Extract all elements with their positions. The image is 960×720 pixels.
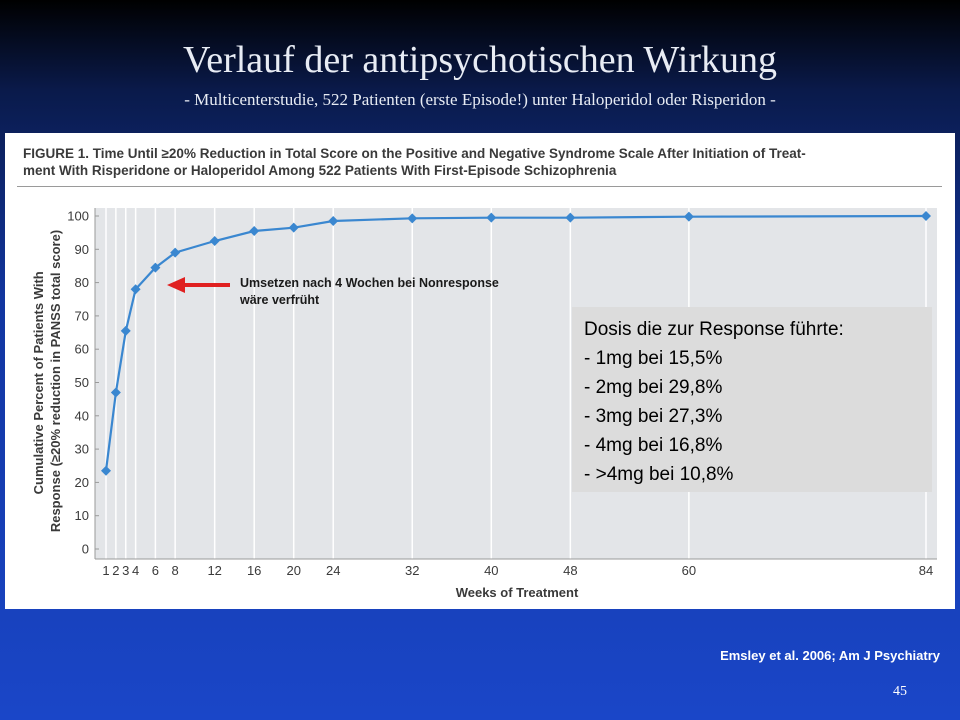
data-point-marker (110, 387, 121, 398)
data-point-marker (565, 212, 576, 223)
y-axis-label-line1: Cumulative Percent of Patients With (31, 271, 46, 494)
y-tick-label: 70 (75, 308, 89, 323)
data-point-marker (120, 325, 131, 336)
y-tick-label: 20 (75, 475, 89, 490)
slide-title: Verlauf der antipsychotischen Wirkung (183, 39, 777, 81)
y-axis-label-line2: Response (≥20% reduction in PANSS total … (48, 230, 63, 532)
x-tick-label: 3 (122, 563, 129, 578)
y-tick-label: 50 (75, 375, 89, 390)
y-tick-label: 10 (75, 508, 89, 523)
x-tick-label: 6 (152, 563, 159, 578)
data-point-marker (170, 247, 181, 258)
x-tick-label: 60 (682, 563, 696, 578)
red-arrow (167, 277, 230, 293)
dose-box-heading: Dosis die zur Response führte: (584, 319, 844, 340)
figure-caption-line2: ment With Risperidone or Haloperidol Amo… (23, 163, 617, 178)
x-tick-label: 16 (247, 563, 261, 578)
data-point-marker (288, 222, 299, 233)
x-tick-label: 20 (286, 563, 300, 578)
dose-response-box: Dosis die zur Response führte: - 1mg bei… (572, 307, 932, 492)
dose-item-2mg: - 2mg bei 29,8% (584, 377, 723, 398)
x-tick-label: 40 (484, 563, 498, 578)
annotation-line1: Umsetzen nach 4 Wochen bei Nonresponse (240, 276, 499, 290)
y-tick-label: 40 (75, 408, 89, 423)
dose-item-over4mg: - >4mg bei 10,8% (584, 464, 734, 485)
slide-subtitle: - Multicenterstudie, 522 Patienten (erst… (184, 90, 776, 109)
x-tick-label: 24 (326, 563, 340, 578)
y-tick-label: 60 (75, 342, 89, 357)
data-point-marker (328, 215, 339, 226)
dose-item-3mg: - 3mg bei 27,3% (584, 406, 723, 427)
annotation-line2: wäre verfrüht (240, 293, 320, 307)
data-point-marker (130, 284, 141, 295)
x-tick-label: 32 (405, 563, 419, 578)
data-point-marker (150, 262, 161, 273)
y-tick-label: 30 (75, 442, 89, 457)
figure-panel: FIGURE 1. Time Until ≥20% Reduction in T… (5, 133, 955, 609)
x-tick-label: 4 (132, 563, 139, 578)
chart-annotation: Umsetzen nach 4 Wochen bei Nonresponse w… (240, 275, 499, 309)
y-tick-label: 100 (67, 209, 89, 224)
data-point-marker (683, 211, 694, 222)
data-point-marker (407, 213, 418, 224)
x-axis-label: Weeks of Treatment (456, 585, 579, 600)
y-tick-label: 0 (82, 542, 89, 557)
y-axis-label: Cumulative Percent of Patients With Resp… (31, 230, 63, 532)
data-point-marker (209, 235, 220, 246)
citation: Emsley et al. 2006; Am J Psychiatry (720, 648, 940, 663)
x-tick-label: 84 (919, 563, 933, 578)
figure-caption-line1: FIGURE 1. Time Until ≥20% Reduction in T… (23, 146, 806, 161)
x-tick-label: 2 (112, 563, 119, 578)
y-tick-label: 80 (75, 275, 89, 290)
data-point-marker (486, 212, 497, 223)
figure-caption: FIGURE 1. Time Until ≥20% Reduction in T… (23, 145, 943, 179)
data-point-marker (921, 211, 931, 221)
data-point-marker (249, 225, 260, 236)
data-point-marker (101, 465, 111, 476)
dose-item-1mg: - 1mg bei 15,5% (584, 348, 723, 369)
y-tick-label: 90 (75, 242, 89, 257)
x-tick-label: 1 (102, 563, 109, 578)
page-number: 45 (893, 684, 907, 699)
dose-item-4mg: - 4mg bei 16,8% (584, 435, 723, 456)
x-tick-label: 8 (172, 563, 179, 578)
x-tick-label: 48 (563, 563, 577, 578)
caption-divider (17, 186, 942, 187)
x-tick-label: 12 (207, 563, 221, 578)
